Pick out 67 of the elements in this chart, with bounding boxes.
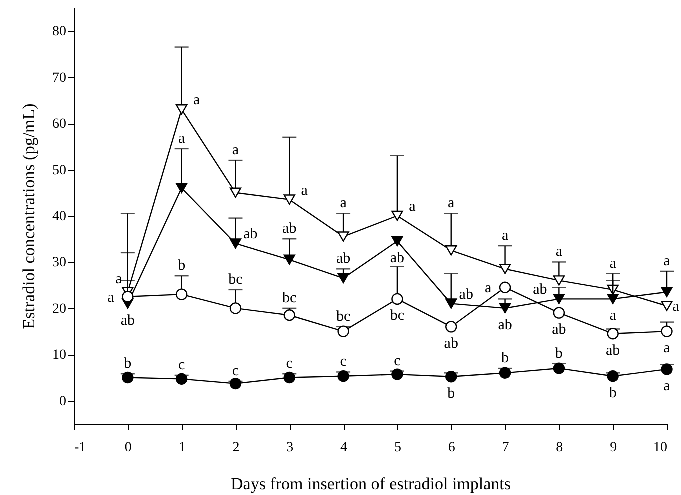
data-label: b <box>124 356 132 372</box>
y-tick-label: 60 <box>52 117 66 132</box>
data-label: ab <box>390 250 405 266</box>
data-label: b <box>555 346 563 362</box>
data-label: ab <box>336 251 351 268</box>
x-tick-label: 10 <box>654 440 668 456</box>
data-label: b <box>609 385 617 402</box>
y-tick-label: 80 <box>52 24 66 40</box>
x-tick-label: 2 <box>232 440 240 456</box>
data-label: bc <box>228 272 244 288</box>
data-label: a <box>193 92 200 109</box>
data-label: b <box>502 350 510 367</box>
data-label: ab <box>120 312 135 329</box>
data-label: a <box>484 280 492 297</box>
data-label: c <box>286 356 294 372</box>
data-label: a <box>340 196 348 212</box>
y-tick-label: 40 <box>52 210 66 224</box>
data-label: ab <box>552 322 566 338</box>
y-tick-label: 30 <box>52 256 66 271</box>
y-tick-label: 50 <box>52 163 66 178</box>
data-label: c <box>340 354 348 370</box>
x-tick-label: 6 <box>448 440 456 456</box>
data-label: a <box>108 290 115 306</box>
data-label: b <box>178 258 186 274</box>
x-tick-label: 5 <box>394 440 402 456</box>
data-label: a <box>664 340 671 357</box>
data-label: ab <box>606 342 620 359</box>
data-label: bc <box>282 290 298 306</box>
data-label: a <box>664 253 671 270</box>
data-label: a <box>610 308 617 324</box>
data-label: a <box>409 199 416 215</box>
data-label: a <box>672 299 680 316</box>
data-label: ab <box>282 221 297 238</box>
data-label: ab <box>244 226 258 243</box>
data-label: c <box>178 357 186 374</box>
data-label: a <box>556 244 563 260</box>
data-label: a <box>116 271 123 288</box>
data-label: a <box>448 196 456 212</box>
x-tick-label: 0 <box>124 440 132 456</box>
data-label: ab <box>498 317 512 334</box>
y-tick-label: 0 <box>60 394 66 410</box>
data-label: c <box>232 363 240 380</box>
data-label: a <box>502 228 509 244</box>
data-label: a <box>664 378 671 394</box>
data-label: bc <box>390 308 405 324</box>
x-axis-title: Days from insertion of estradiol implants <box>231 474 511 494</box>
x-tick-label: 3 <box>286 440 294 456</box>
data-label: a <box>301 182 308 199</box>
data-label: a <box>178 130 186 147</box>
y-tick-label: 70 <box>52 70 66 86</box>
x-tick-label: 9 <box>610 440 618 456</box>
data-label: ab <box>459 286 474 303</box>
data-label: ab <box>444 336 458 352</box>
y-axis-title: Estradiol concentrations (pg/mL) <box>20 104 38 330</box>
data-label: b <box>448 386 456 402</box>
data-label: a <box>232 142 240 159</box>
x-tick-label: 7 <box>502 440 510 456</box>
data-label: a <box>610 256 617 272</box>
x-tick-label: 4 <box>340 440 348 456</box>
data-label: ab <box>533 282 548 298</box>
x-tick-label: 1 <box>178 440 186 456</box>
data-label: c <box>394 353 402 370</box>
y-tick-label: 10 <box>52 348 66 364</box>
data-label: bc <box>336 308 351 325</box>
x-tick-label: 8 <box>556 440 564 456</box>
x-tick-label: -1 <box>74 440 86 456</box>
y-tick-label: 20 <box>52 302 66 317</box>
